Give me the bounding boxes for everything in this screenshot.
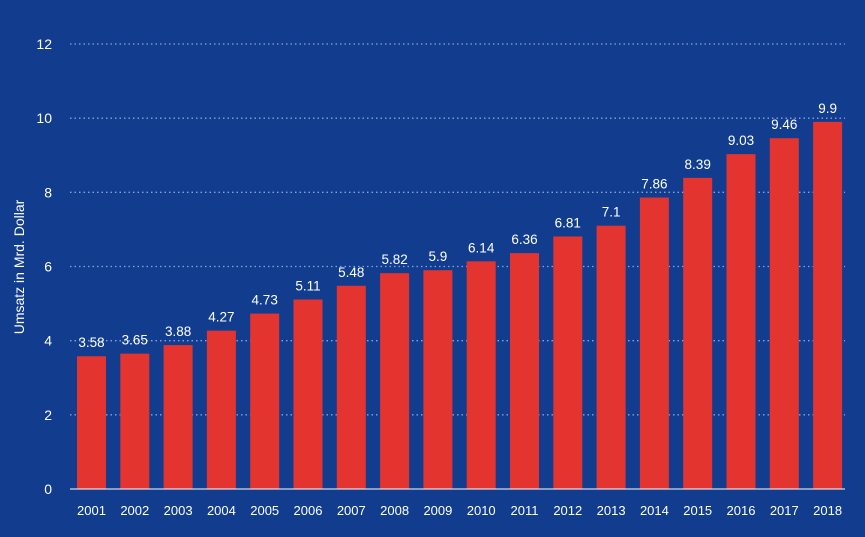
x-tick-label: 2001 — [77, 503, 106, 518]
x-tick-label: 2011 — [511, 503, 539, 518]
x-tick-label: 2016 — [727, 503, 756, 518]
bar-value-label: 5.9 — [429, 249, 448, 264]
bar-value-label: 9.46 — [771, 117, 797, 132]
y-tick-label: 8 — [44, 184, 52, 200]
bars — [77, 121, 843, 490]
bar-2010 — [466, 261, 496, 489]
x-tick-label: 2018 — [813, 503, 842, 518]
bar-value-label: 7.86 — [641, 177, 667, 192]
bar-value-label: 3.88 — [165, 324, 191, 339]
x-tick-label: 2009 — [423, 503, 452, 518]
x-tick-label: 2007 — [337, 503, 366, 518]
y-axis-tick-labels: 0 2 4 6 8 10 12 — [36, 36, 52, 497]
bar-value-label: 3.58 — [78, 335, 104, 350]
bar-2006 — [293, 299, 323, 489]
y-tick-label: 12 — [36, 36, 52, 52]
y-tick-label: 4 — [44, 333, 52, 349]
x-tick-label: 2003 — [164, 503, 193, 518]
bar-value-label: 6.81 — [555, 215, 581, 230]
bar-2016 — [726, 154, 756, 489]
bar-2008 — [380, 273, 410, 489]
bar-2012 — [553, 236, 583, 489]
bar-2001 — [77, 356, 106, 489]
bar-value-label: 7.1 — [602, 205, 621, 220]
x-tick-label: 2014 — [640, 503, 669, 518]
x-tick-label: 2012 — [553, 503, 582, 518]
bar-2017 — [769, 138, 799, 490]
bar-value-label: 5.82 — [381, 252, 407, 267]
x-tick-label: 2010 — [467, 503, 496, 518]
bar-2011 — [510, 253, 539, 489]
bar-2002 — [120, 353, 150, 489]
x-tick-label: 2005 — [250, 503, 279, 518]
x-axis-tick-labels: 2001 2002 2003 2004 2005 2006 2007 2008 2009 2010… — [77, 503, 842, 518]
y-axis-title: Umsatz in Mrd. Dollar — [11, 199, 27, 334]
bar-2003 — [163, 345, 193, 489]
x-tick-label: 2006 — [294, 503, 323, 518]
bar-value-label: 9.9 — [818, 101, 837, 116]
bar-value-labels: 3.58 3.65 3.88 4.27 4.73 5.11 5.48 5.82 5.9 6.14 6… — [78, 101, 837, 350]
bar-value-label: 6.36 — [511, 232, 537, 247]
bar-value-label: 8.39 — [685, 157, 711, 172]
bar-2014 — [639, 197, 669, 489]
bar-value-label: 3.65 — [122, 333, 148, 348]
grid-lines — [70, 43, 845, 416]
bar-2013 — [596, 225, 626, 490]
bar-2005 — [250, 313, 280, 489]
y-tick-label: 6 — [44, 259, 52, 275]
bar-value-label: 9.03 — [728, 133, 754, 148]
bar-value-label: 5.11 — [295, 279, 320, 294]
x-tick-label: 2017 — [770, 503, 799, 518]
y-tick-label: 2 — [44, 407, 52, 423]
x-tick-label: 2013 — [597, 503, 626, 518]
y-tick-label: 0 — [44, 481, 52, 497]
bar-2018 — [813, 121, 843, 489]
bar-2007 — [336, 285, 366, 489]
x-tick-label: 2004 — [207, 503, 236, 518]
bar-value-label: 4.73 — [252, 293, 278, 308]
x-tick-label: 2015 — [683, 503, 712, 518]
bar-value-label: 4.27 — [208, 310, 234, 325]
bar-2015 — [683, 177, 713, 489]
x-tick-label: 2008 — [380, 503, 409, 518]
bar-2009 — [423, 270, 453, 489]
x-tick-label: 2002 — [120, 503, 149, 518]
y-tick-label: 10 — [36, 110, 52, 126]
bar-2004 — [206, 330, 236, 489]
bar-value-label: 5.48 — [338, 265, 364, 280]
bar-value-label: 6.14 — [468, 240, 495, 255]
